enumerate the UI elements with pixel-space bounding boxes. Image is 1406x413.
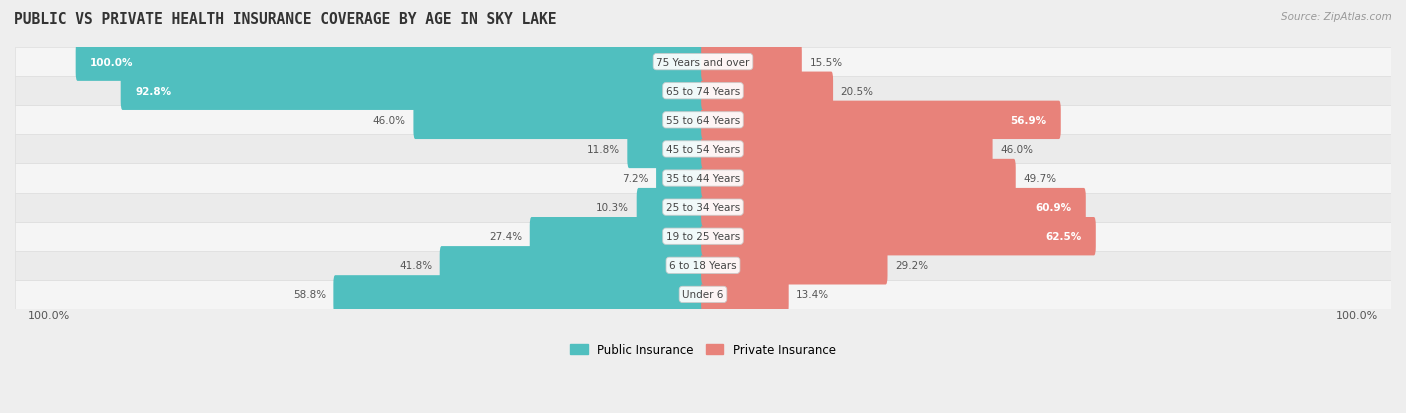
- Text: 49.7%: 49.7%: [1024, 173, 1056, 184]
- Bar: [15, 77, 1391, 106]
- FancyBboxPatch shape: [702, 102, 1060, 140]
- Text: Under 6: Under 6: [682, 290, 724, 300]
- Text: 92.8%: 92.8%: [135, 87, 172, 97]
- FancyBboxPatch shape: [413, 102, 704, 140]
- Text: 19 to 25 Years: 19 to 25 Years: [666, 232, 740, 242]
- Text: 15.5%: 15.5%: [810, 57, 842, 67]
- Text: 100.0%: 100.0%: [1336, 310, 1378, 320]
- Text: 13.4%: 13.4%: [796, 290, 830, 300]
- Text: 65 to 74 Years: 65 to 74 Years: [666, 87, 740, 97]
- FancyBboxPatch shape: [702, 72, 834, 111]
- Bar: [15, 222, 1391, 251]
- FancyBboxPatch shape: [76, 43, 704, 82]
- Text: 27.4%: 27.4%: [489, 232, 522, 242]
- Text: 10.3%: 10.3%: [596, 203, 630, 213]
- FancyBboxPatch shape: [702, 159, 1015, 198]
- Text: 46.0%: 46.0%: [1000, 145, 1033, 154]
- Text: 100.0%: 100.0%: [90, 57, 134, 67]
- FancyBboxPatch shape: [702, 188, 1085, 227]
- Text: 25 to 34 Years: 25 to 34 Years: [666, 203, 740, 213]
- Text: 45 to 54 Years: 45 to 54 Years: [666, 145, 740, 154]
- FancyBboxPatch shape: [702, 218, 1095, 256]
- Text: 6 to 18 Years: 6 to 18 Years: [669, 261, 737, 271]
- Text: 7.2%: 7.2%: [621, 173, 648, 184]
- Text: PUBLIC VS PRIVATE HEALTH INSURANCE COVERAGE BY AGE IN SKY LAKE: PUBLIC VS PRIVATE HEALTH INSURANCE COVER…: [14, 12, 557, 27]
- Bar: [15, 193, 1391, 222]
- Text: 62.5%: 62.5%: [1045, 232, 1081, 242]
- FancyBboxPatch shape: [121, 72, 704, 111]
- Text: 29.2%: 29.2%: [896, 261, 928, 271]
- Text: 55 to 64 Years: 55 to 64 Years: [666, 116, 740, 126]
- Text: Source: ZipAtlas.com: Source: ZipAtlas.com: [1281, 12, 1392, 22]
- Text: 41.8%: 41.8%: [399, 261, 432, 271]
- Text: 35 to 44 Years: 35 to 44 Years: [666, 173, 740, 184]
- FancyBboxPatch shape: [333, 275, 704, 314]
- Text: 60.9%: 60.9%: [1035, 203, 1071, 213]
- Bar: [15, 164, 1391, 193]
- FancyBboxPatch shape: [702, 275, 789, 314]
- Text: 20.5%: 20.5%: [841, 87, 873, 97]
- Text: 100.0%: 100.0%: [28, 310, 70, 320]
- FancyBboxPatch shape: [657, 159, 704, 198]
- Text: 56.9%: 56.9%: [1011, 116, 1046, 126]
- Bar: [15, 106, 1391, 135]
- Text: 58.8%: 58.8%: [292, 290, 326, 300]
- Text: 46.0%: 46.0%: [373, 116, 406, 126]
- Bar: [15, 48, 1391, 77]
- Text: 11.8%: 11.8%: [586, 145, 620, 154]
- Bar: [15, 135, 1391, 164]
- FancyBboxPatch shape: [702, 43, 801, 82]
- FancyBboxPatch shape: [530, 218, 704, 256]
- FancyBboxPatch shape: [637, 188, 704, 227]
- FancyBboxPatch shape: [702, 247, 887, 285]
- Bar: [15, 280, 1391, 309]
- FancyBboxPatch shape: [702, 131, 993, 169]
- Text: 75 Years and over: 75 Years and over: [657, 57, 749, 67]
- Legend: Public Insurance, Private Insurance: Public Insurance, Private Insurance: [565, 338, 841, 361]
- FancyBboxPatch shape: [627, 131, 704, 169]
- FancyBboxPatch shape: [440, 247, 704, 285]
- Bar: [15, 251, 1391, 280]
